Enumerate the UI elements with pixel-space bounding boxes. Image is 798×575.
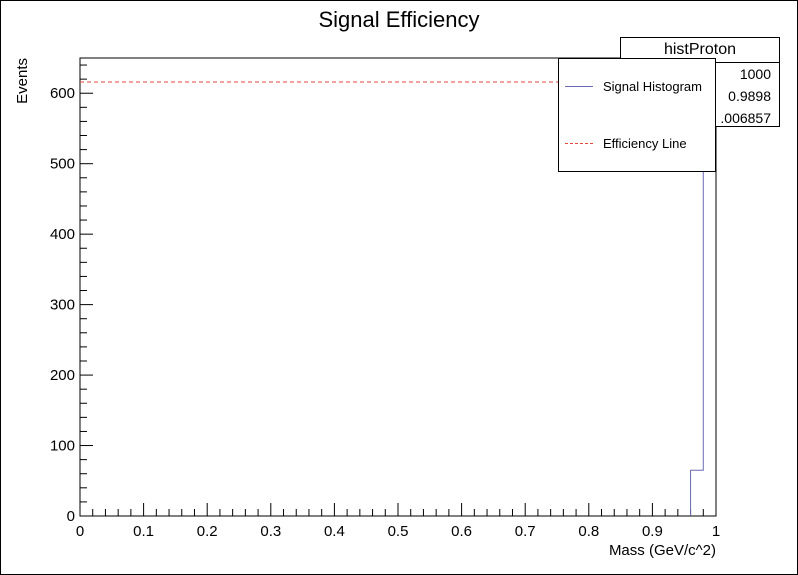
y-tick-label: 600 (50, 85, 75, 102)
x-tick-label: 0.7 (515, 523, 536, 540)
x-tick-label: 1 (712, 523, 720, 540)
x-tick-label: 0.9 (642, 523, 663, 540)
y-tick-label: 100 (50, 438, 75, 455)
x-tick-label: 0.4 (324, 523, 345, 540)
y-tick-label: 400 (50, 226, 75, 243)
stats-entries: 1000 (739, 66, 771, 82)
y-tick-label: 500 (50, 156, 75, 173)
legend-label-efficiency: Efficiency Line (603, 135, 687, 151)
x-tick-label: 0.1 (133, 523, 154, 540)
legend-swatch-efficiency (565, 142, 593, 144)
stats-stddev: .006857 (720, 110, 771, 126)
x-tick-label: 0 (76, 523, 84, 540)
legend-entry-signal: Signal Histogram (565, 76, 702, 96)
y-axis-label: Events (14, 58, 31, 104)
legend-entry-efficiency: Efficiency Line (565, 133, 687, 153)
x-tick-label: 0.8 (578, 523, 599, 540)
x-tick-label: 0.2 (197, 523, 218, 540)
chart-title: Signal Efficiency (318, 7, 479, 32)
y-tick-label: 300 (50, 297, 75, 314)
x-axis-label: Mass (GeV/c^2) (609, 542, 716, 559)
legend-swatch-signal (565, 85, 593, 87)
y-tick-label: 200 (50, 367, 75, 384)
y-tick-label: 0 (67, 508, 75, 525)
legend: Signal Histogram Efficiency Line (558, 58, 716, 172)
stats-mean: 0.9898 (728, 88, 771, 104)
x-tick-label: 0.6 (451, 523, 472, 540)
legend-label-signal: Signal Histogram (603, 78, 702, 94)
histogram-bin (691, 470, 704, 516)
x-tick-label: 0.5 (388, 523, 409, 540)
x-tick-label: 0.3 (260, 523, 281, 540)
